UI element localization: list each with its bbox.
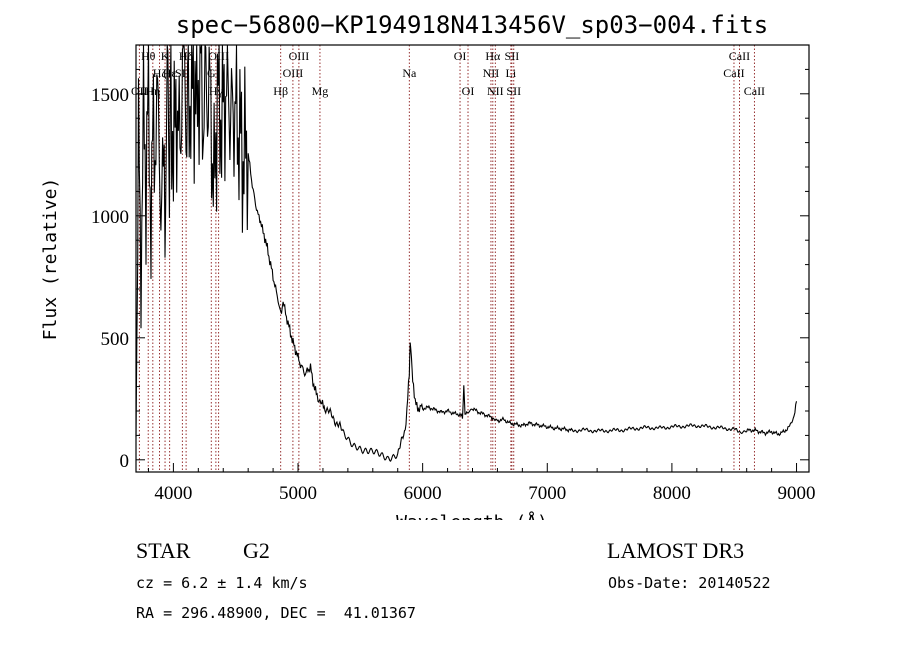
line-label: Hα [485,49,501,63]
line-label: CaII [729,49,750,63]
line-label: NII [483,66,500,80]
line-label: CaII [723,66,744,80]
spectrum-chart: spec−56800−KP194918N413456V_sp03−004.fit… [40,11,816,520]
y-axis-label: Flux (relative) [40,178,61,341]
line-label: OIII [283,66,304,80]
y-tick-label: 0 [120,451,130,472]
x-tick-label: 7000 [528,483,566,504]
y-tick-label: 1000 [91,207,129,228]
line-label: Na [402,66,417,80]
line-label: OI [462,84,475,98]
line-label: Hε [163,66,177,80]
y-axis: 0 500 1000 1500 [91,68,809,472]
line-label: K [161,49,170,63]
survey-label: LAMOST DR3 [607,538,745,563]
line-label: Mg [312,84,329,98]
line-label: Hβ [273,84,288,98]
line-label: SII [506,84,521,98]
x-tick-label: 4000 [154,483,192,504]
y-tick-label: 500 [101,329,130,350]
class-label: STAR [136,538,191,563]
line-label: Hθ [141,49,156,63]
y-tick-label: 1500 [91,85,129,106]
x-tick-label: 5000 [279,483,317,504]
line-label: Hζ [153,66,167,80]
line-label: SII [505,49,520,63]
subclass-label: G2 [243,538,270,563]
obs-date-text: Obs-Date: 20140522 [608,574,771,592]
line-label: OII [131,84,148,98]
x-axis-label: Wavelength (Å) [396,511,548,520]
line-label: Hδ [179,49,194,63]
line-label: OI [454,49,467,63]
x-tick-label: 8000 [653,483,691,504]
x-tick-label: 9000 [778,483,816,504]
line-markers [138,45,755,472]
radec-text: RA = 296.48900, DEC = 41.01367 [136,604,416,622]
spectrum-line [135,44,798,462]
redshift-text: cz = 6.2 ± 1.4 km/s [136,574,308,592]
line-label: NII [487,84,504,98]
line-label: Hγ [209,84,224,98]
line-labels: OIIHθHηHζKHεSIIHδGHγOIIIHβOIIIOIIIMgNaOI… [131,49,765,98]
line-label: Hη [145,84,160,98]
chart-title: spec−56800−KP194918N413456V_sp03−004.fit… [176,11,768,39]
line-label: CaII [744,84,765,98]
x-axis: 4000 5000 6000 7000 8000 9000 [147,463,816,504]
line-label: OIII [208,49,229,63]
line-label: G [207,66,216,80]
line-label: SII [175,66,190,80]
line-label: OIII [289,49,310,63]
line-label: Li [506,66,517,80]
x-tick-label: 6000 [404,483,442,504]
